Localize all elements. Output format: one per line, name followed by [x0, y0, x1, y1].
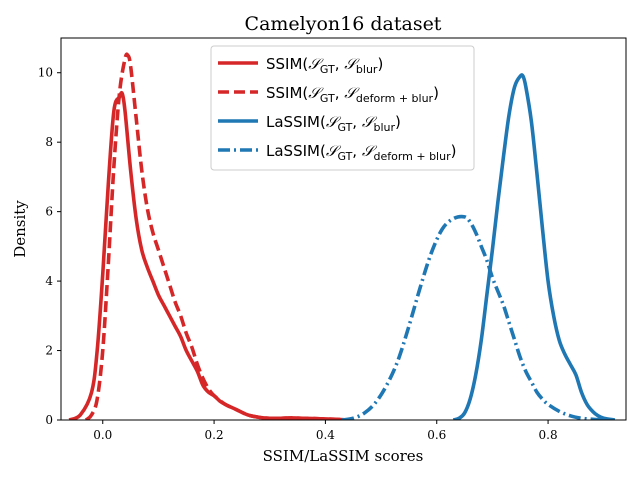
x-tick-label: 0.2 [205, 428, 224, 442]
x-tick-label: 0.0 [93, 428, 112, 442]
y-axis-label: Density [11, 200, 29, 258]
y-tick-label: 10 [38, 66, 53, 80]
series-line-2 [84, 52, 348, 420]
plot-frame [60, 37, 627, 421]
series-line-4 [341, 214, 604, 420]
y-tick-label: 8 [45, 135, 53, 149]
y-tick-label: 0 [45, 413, 53, 427]
x-axis: 0.0 0.2 0.4 0.6 0.8 [93, 420, 558, 442]
legend-box [210, 45, 475, 171]
x-tick-label: 0.4 [316, 428, 335, 442]
y-tick-label: 2 [45, 344, 53, 358]
y-axis: 0 2 4 6 8 10 [38, 66, 61, 427]
legend-label-2: SSIM(𝒮GT, 𝒮deform + blur) [266, 84, 439, 105]
x-tick-label: 0.6 [427, 428, 446, 442]
legend: SSIM(𝒮GT, 𝒮blur)SSIM(𝒮GT, 𝒮deform + blur… [210, 45, 475, 171]
legend-label-4: LaSSIM(𝒮GT, 𝒮deform + blur) [266, 142, 456, 163]
series-line-1 [68, 90, 348, 420]
y-tick-label: 4 [45, 274, 53, 288]
chart-title: Camelyon16 dataset [245, 13, 442, 35]
series-layer [68, 52, 616, 420]
y-tick-label: 6 [45, 205, 53, 219]
legend-label-3: LaSSIM(𝒮GT, 𝒮blur) [266, 113, 401, 134]
x-axis-label: SSIM/LaSSIM scores [263, 447, 424, 465]
x-tick-label: 0.8 [539, 428, 558, 442]
series-line-3 [452, 73, 616, 420]
